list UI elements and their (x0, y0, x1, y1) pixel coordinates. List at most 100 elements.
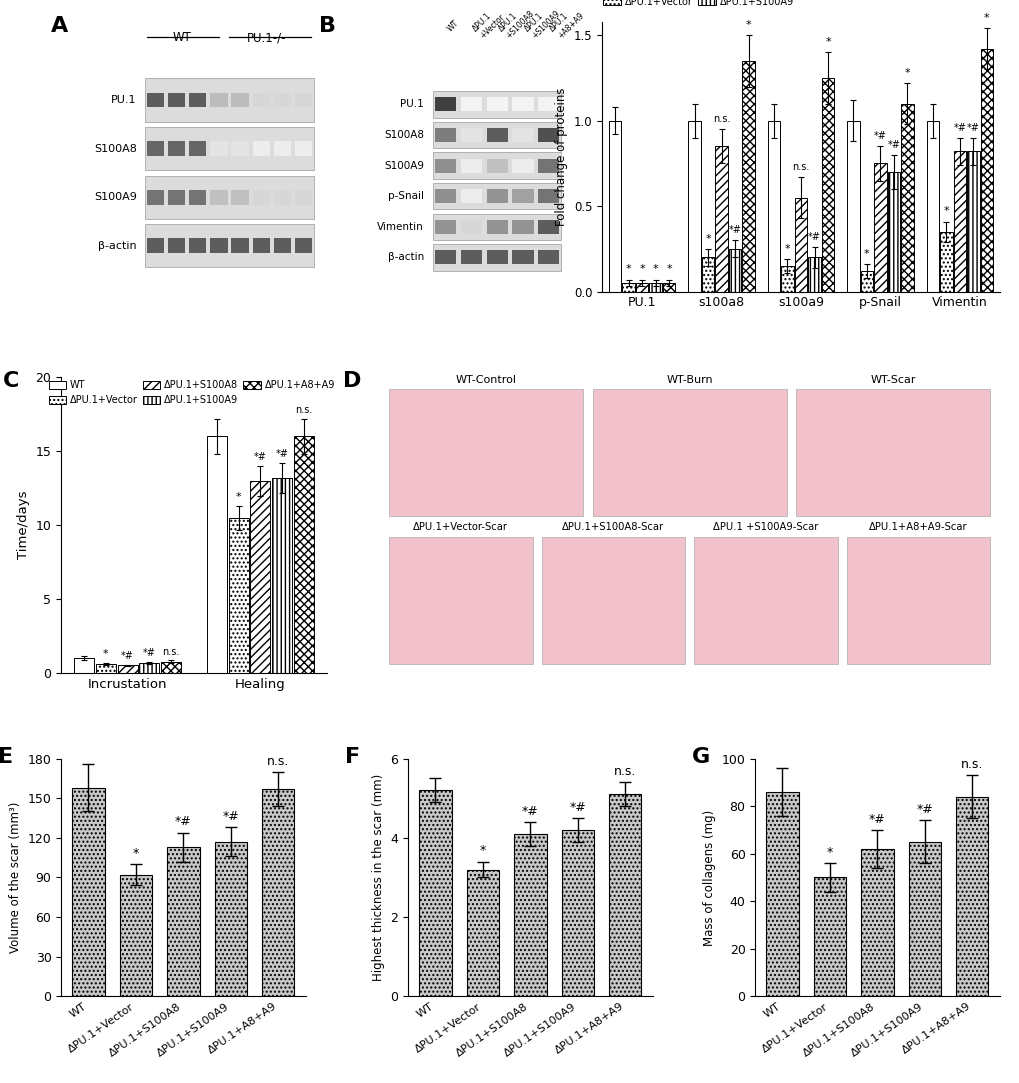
Bar (512, 97, 533, 112)
Bar (210, 238, 227, 253)
Bar (486, 190, 507, 204)
Text: *#: *# (887, 140, 900, 149)
Text: *#: *# (143, 649, 156, 658)
Text: ΔPU.1+Vector-Scar: ΔPU.1+Vector-Scar (413, 522, 507, 533)
Bar (925, 120, 938, 291)
Text: *: * (479, 845, 486, 858)
Bar (432, 213, 560, 240)
Text: ΔPU.1
+S100A9: ΔPU.1 +S100A9 (522, 2, 561, 41)
Bar (953, 152, 965, 291)
Bar (813, 877, 845, 996)
Bar (253, 93, 270, 107)
Bar (538, 158, 558, 172)
Text: *: * (639, 264, 644, 274)
Bar (873, 164, 886, 291)
Bar (262, 788, 294, 996)
Bar (294, 141, 312, 156)
Bar (147, 141, 164, 156)
Bar (74, 658, 94, 673)
Y-axis label: Fold change of proteins: Fold change of proteins (555, 88, 568, 226)
Text: *#: *# (868, 812, 884, 825)
Bar (167, 847, 200, 996)
Bar (767, 120, 780, 291)
Bar (419, 791, 451, 996)
Legend: WT, ΔPU.1+Vector, ΔPU.1+S100A8, ΔPU.1+S100A9, ΔPU.1+A8+A9: WT, ΔPU.1+Vector, ΔPU.1+S100A8, ΔPU.1+S1… (45, 376, 338, 409)
Bar (250, 481, 270, 673)
Bar (273, 238, 290, 253)
Text: D: D (342, 371, 361, 391)
Text: *: * (784, 244, 790, 255)
Bar (714, 146, 727, 291)
Text: *#: *# (966, 122, 979, 133)
Text: *#: *# (254, 453, 267, 462)
Text: PU.1: PU.1 (400, 100, 424, 109)
Bar (807, 258, 820, 291)
Text: *: * (626, 264, 631, 274)
Bar (189, 190, 206, 205)
Bar (168, 190, 185, 205)
Bar (207, 436, 226, 673)
Bar (147, 93, 164, 107)
Text: WT-Scar: WT-Scar (869, 375, 915, 384)
Bar (955, 797, 987, 996)
Bar (145, 78, 314, 121)
Text: *#: *# (873, 131, 886, 141)
Bar (608, 794, 641, 996)
Bar (294, 190, 312, 205)
Bar (432, 183, 560, 209)
Bar (561, 830, 593, 996)
Bar (649, 283, 661, 291)
Bar (538, 97, 558, 112)
Bar (210, 93, 227, 107)
Bar (294, 238, 312, 253)
Bar (161, 662, 181, 673)
Text: *: * (745, 21, 751, 30)
Text: *#: *# (807, 232, 820, 242)
Text: ΔPU.1
+S100A8: ΔPU.1 +S100A8 (496, 2, 535, 41)
Y-axis label: Highest thickness in the scar (mm): Highest thickness in the scar (mm) (372, 774, 384, 981)
Bar (538, 190, 558, 204)
Bar (512, 128, 533, 142)
Bar (514, 834, 546, 996)
Bar (228, 518, 249, 673)
Bar (781, 266, 793, 291)
Bar (940, 232, 952, 291)
Bar (140, 663, 159, 673)
Bar (461, 220, 482, 234)
Text: *: * (983, 13, 988, 24)
Text: *: * (665, 264, 672, 274)
Text: *: * (824, 37, 830, 48)
Bar (231, 238, 249, 253)
Bar (467, 870, 498, 996)
Bar (635, 283, 648, 291)
Bar (145, 175, 314, 219)
Bar (486, 220, 507, 234)
Bar (72, 787, 105, 996)
Bar (461, 158, 482, 172)
Bar (742, 61, 754, 291)
Bar (119, 875, 152, 996)
Bar (435, 128, 455, 142)
Bar (901, 104, 913, 291)
Bar (435, 158, 455, 172)
Text: *: * (863, 249, 869, 259)
Bar (96, 664, 116, 673)
Text: ΔPU.1
+A8+A9: ΔPU.1 +A8+A9 (548, 4, 585, 41)
Text: *#: *# (522, 805, 538, 818)
Bar (253, 190, 270, 205)
Text: *: * (704, 234, 710, 244)
Text: *: * (132, 847, 139, 860)
Text: β-actin: β-actin (387, 252, 424, 262)
Bar (461, 97, 482, 112)
Bar (145, 127, 314, 170)
Bar (432, 245, 560, 271)
Bar (538, 128, 558, 142)
Bar (147, 190, 164, 205)
Bar (512, 220, 533, 234)
Text: ΔPU.1+A8+A9-Scar: ΔPU.1+A8+A9-Scar (868, 522, 967, 533)
Bar (168, 238, 185, 253)
Text: PU.1-/-: PU.1-/- (247, 31, 286, 44)
Bar (512, 158, 533, 172)
Text: n.s.: n.s. (294, 405, 313, 415)
Bar (273, 93, 290, 107)
